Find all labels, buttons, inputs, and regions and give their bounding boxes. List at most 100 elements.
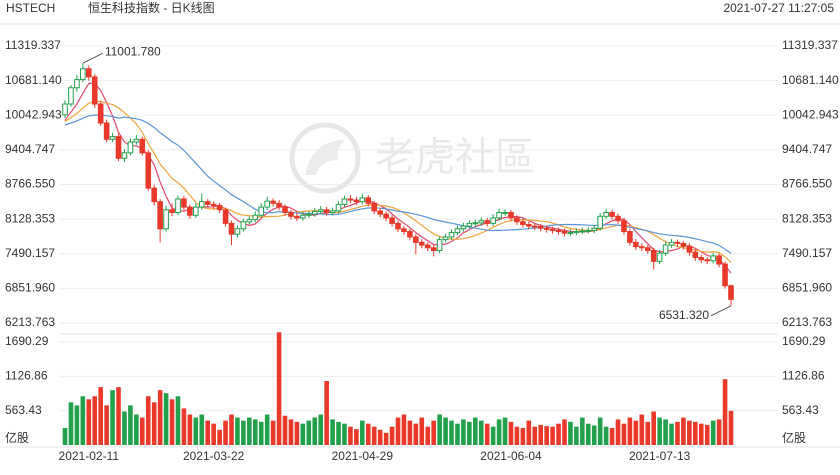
volume-bar [675, 421, 680, 445]
volume-bar [693, 421, 698, 445]
volume-bar [496, 419, 502, 445]
volume-bar [597, 417, 603, 445]
volume-bar [128, 405, 133, 445]
candle-body [454, 228, 461, 234]
candle-body [680, 242, 687, 247]
volume-bar [419, 417, 425, 445]
candle-body [300, 214, 306, 219]
candle-body [335, 203, 342, 212]
volume-bar [681, 417, 686, 445]
candle-body [537, 226, 544, 229]
volume-bar [169, 399, 175, 445]
volume-bar [520, 427, 526, 445]
candle-body [698, 257, 705, 261]
y2-tick-label: 11319.337 [782, 38, 838, 52]
candle-body [508, 212, 514, 219]
volume-bar [318, 414, 323, 445]
volume-bar [633, 420, 639, 445]
candle-body [555, 229, 562, 233]
candle-body [383, 213, 389, 219]
y-tick-label: 10042.943 [5, 107, 62, 121]
candle-body [377, 210, 383, 215]
candle-body [650, 250, 657, 262]
volume-bar [181, 408, 187, 445]
x-tick-label: 2021-04-29 [332, 449, 394, 463]
volume-tick-label: 563.43 [782, 403, 819, 417]
candle-body [520, 221, 526, 225]
volume-bar [229, 414, 234, 445]
volume-bar [116, 387, 121, 445]
candle-body [282, 206, 288, 214]
candle-body [68, 87, 74, 105]
volume-bar [574, 426, 579, 445]
volume-bar [532, 426, 538, 445]
candle-body [413, 236, 419, 243]
volume-tick-label: 563.43 [5, 403, 42, 417]
ma-line [64, 114, 732, 254]
volume-bar [657, 417, 662, 445]
candle-body [157, 201, 163, 230]
candle-body [264, 200, 270, 208]
y-tick-label: 7490.157 [5, 246, 55, 260]
x-tick-label: 2021-06-04 [480, 449, 542, 463]
volume-bar [484, 423, 490, 445]
volume-bar [211, 423, 216, 445]
volume-bar [205, 420, 211, 445]
candle-body [371, 202, 378, 212]
x-tick-label: 2021-07-13 [629, 449, 691, 463]
volume-bar [270, 420, 276, 445]
volume-bar [704, 424, 710, 445]
candle-body [91, 76, 98, 105]
volume-bar [241, 420, 246, 445]
volume-bar [437, 414, 442, 445]
volume-bar [276, 332, 282, 445]
volume-bar [538, 424, 544, 445]
volume-bar [122, 411, 127, 445]
candle-body [543, 227, 550, 230]
candle-body [460, 225, 467, 230]
candle-body [276, 202, 282, 208]
volume-bar [258, 421, 264, 445]
candle-body [109, 136, 116, 140]
candle-body [722, 263, 728, 287]
candle-body [448, 232, 455, 238]
volume-bar [62, 427, 68, 445]
watermark-logo-mark [305, 140, 345, 175]
candle-body [395, 222, 401, 230]
volume-bar [145, 396, 151, 445]
candle-body [466, 222, 473, 227]
volume-bar [157, 390, 163, 445]
candle-body [252, 214, 259, 221]
candle-body [573, 231, 580, 234]
y2-tick-label: 6213.763 [782, 315, 832, 329]
candle-body [288, 212, 294, 217]
volume-bar [669, 423, 674, 445]
candle-body [163, 209, 169, 230]
candle-body [216, 204, 223, 211]
candle-body [323, 209, 330, 214]
candle-body [728, 285, 734, 300]
volume-tick-label: 1126.86 [5, 369, 48, 383]
candle-body [133, 138, 140, 143]
candle-body [514, 217, 520, 223]
volume-bar [98, 387, 103, 445]
y2-tick-label: 6851.960 [782, 281, 832, 295]
candle-body [579, 230, 586, 233]
y-tick-label: 6851.960 [5, 281, 55, 295]
candle-body [85, 68, 92, 78]
candle-body [531, 225, 538, 228]
volume-bar [74, 405, 80, 445]
volume-bar [502, 417, 508, 445]
volume-bar [556, 423, 561, 445]
volume-tick-label: 1126.86 [782, 369, 825, 383]
volume-bar [389, 426, 395, 445]
candle-body [317, 209, 324, 212]
volume-bar [568, 421, 573, 445]
candle-body [97, 103, 104, 124]
volume-bar [199, 414, 205, 445]
annotation-leader [82, 52, 104, 64]
volume-bar [490, 426, 496, 445]
volume-bar [223, 420, 228, 445]
candle-body [181, 198, 187, 208]
